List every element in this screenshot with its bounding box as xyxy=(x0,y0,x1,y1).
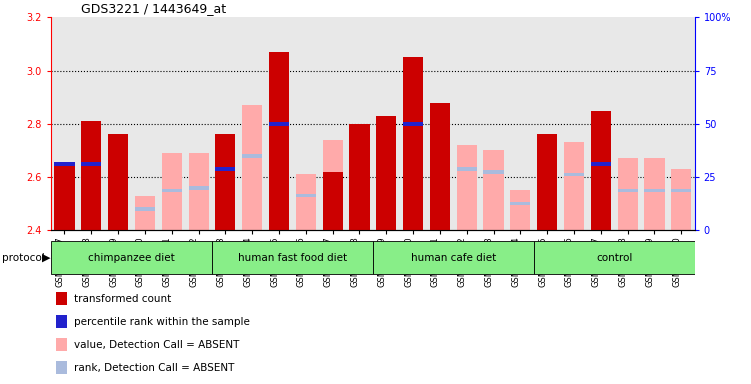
Bar xyxy=(242,154,262,157)
Bar xyxy=(135,207,155,211)
Bar xyxy=(560,17,587,230)
Bar xyxy=(668,17,695,230)
Bar xyxy=(430,162,450,166)
Bar xyxy=(108,134,128,230)
Bar xyxy=(269,122,289,126)
Bar xyxy=(457,145,477,230)
Bar xyxy=(564,142,584,230)
Bar xyxy=(644,189,665,192)
Bar xyxy=(242,105,262,230)
Bar xyxy=(617,189,638,192)
Bar xyxy=(671,189,692,192)
Bar xyxy=(269,52,289,230)
Bar xyxy=(671,169,692,230)
Bar xyxy=(81,121,101,230)
Bar xyxy=(104,17,131,230)
Bar xyxy=(56,292,67,305)
Bar xyxy=(266,17,292,230)
Bar xyxy=(511,190,530,230)
Bar xyxy=(403,57,423,230)
Bar xyxy=(81,162,101,166)
Bar xyxy=(161,153,182,230)
Bar xyxy=(189,186,209,190)
Text: transformed count: transformed count xyxy=(74,293,171,304)
Bar xyxy=(427,17,454,230)
Bar xyxy=(480,17,507,230)
Text: chimpanzee diet: chimpanzee diet xyxy=(88,253,175,263)
Text: GDS3221 / 1443649_at: GDS3221 / 1443649_at xyxy=(81,2,226,15)
Bar xyxy=(54,162,74,166)
Bar xyxy=(51,242,212,274)
Text: human cafe diet: human cafe diet xyxy=(411,253,496,263)
Bar xyxy=(323,181,342,184)
Text: percentile rank within the sample: percentile rank within the sample xyxy=(74,316,250,327)
Bar xyxy=(537,134,557,230)
Bar xyxy=(212,242,373,274)
Bar xyxy=(296,174,316,230)
Bar xyxy=(212,17,239,230)
Bar xyxy=(56,361,67,374)
Bar xyxy=(216,167,235,171)
Text: protocol: protocol xyxy=(2,253,44,263)
Bar xyxy=(296,194,316,197)
Bar xyxy=(454,17,480,230)
Bar xyxy=(135,196,155,230)
Bar xyxy=(430,103,450,230)
Bar xyxy=(54,164,74,230)
Bar xyxy=(319,17,346,230)
Text: rank, Detection Call = ABSENT: rank, Detection Call = ABSENT xyxy=(74,362,234,373)
Text: control: control xyxy=(596,253,632,263)
Bar xyxy=(323,172,342,230)
Bar xyxy=(534,242,695,274)
Bar xyxy=(376,116,397,230)
Bar xyxy=(189,153,209,230)
Bar xyxy=(484,170,504,174)
Bar xyxy=(51,17,78,230)
Bar xyxy=(484,151,504,230)
Bar xyxy=(457,167,477,171)
Bar xyxy=(591,162,611,166)
Bar xyxy=(564,173,584,176)
Bar xyxy=(430,151,450,230)
Bar xyxy=(641,17,668,230)
Bar xyxy=(349,124,369,230)
Bar xyxy=(591,111,611,230)
Bar xyxy=(507,17,534,230)
Bar xyxy=(534,17,560,230)
Bar xyxy=(216,134,235,230)
Bar xyxy=(323,140,342,230)
Bar xyxy=(511,202,530,205)
Text: value, Detection Call = ABSENT: value, Detection Call = ABSENT xyxy=(74,339,240,350)
Bar xyxy=(403,122,423,126)
Bar xyxy=(239,17,266,230)
Text: ▶: ▶ xyxy=(42,253,50,263)
Bar xyxy=(644,159,665,230)
Bar xyxy=(614,17,641,230)
Bar xyxy=(587,17,614,230)
Bar xyxy=(373,17,400,230)
Bar xyxy=(617,159,638,230)
Bar xyxy=(131,17,158,230)
Bar xyxy=(78,17,104,230)
Bar xyxy=(56,315,67,328)
Bar xyxy=(400,17,427,230)
Bar xyxy=(292,17,319,230)
Bar xyxy=(158,17,185,230)
Text: human fast food diet: human fast food diet xyxy=(238,253,347,263)
Bar xyxy=(185,17,212,230)
Bar xyxy=(346,17,373,230)
Bar xyxy=(161,189,182,192)
Bar xyxy=(373,242,534,274)
Bar xyxy=(56,338,67,351)
